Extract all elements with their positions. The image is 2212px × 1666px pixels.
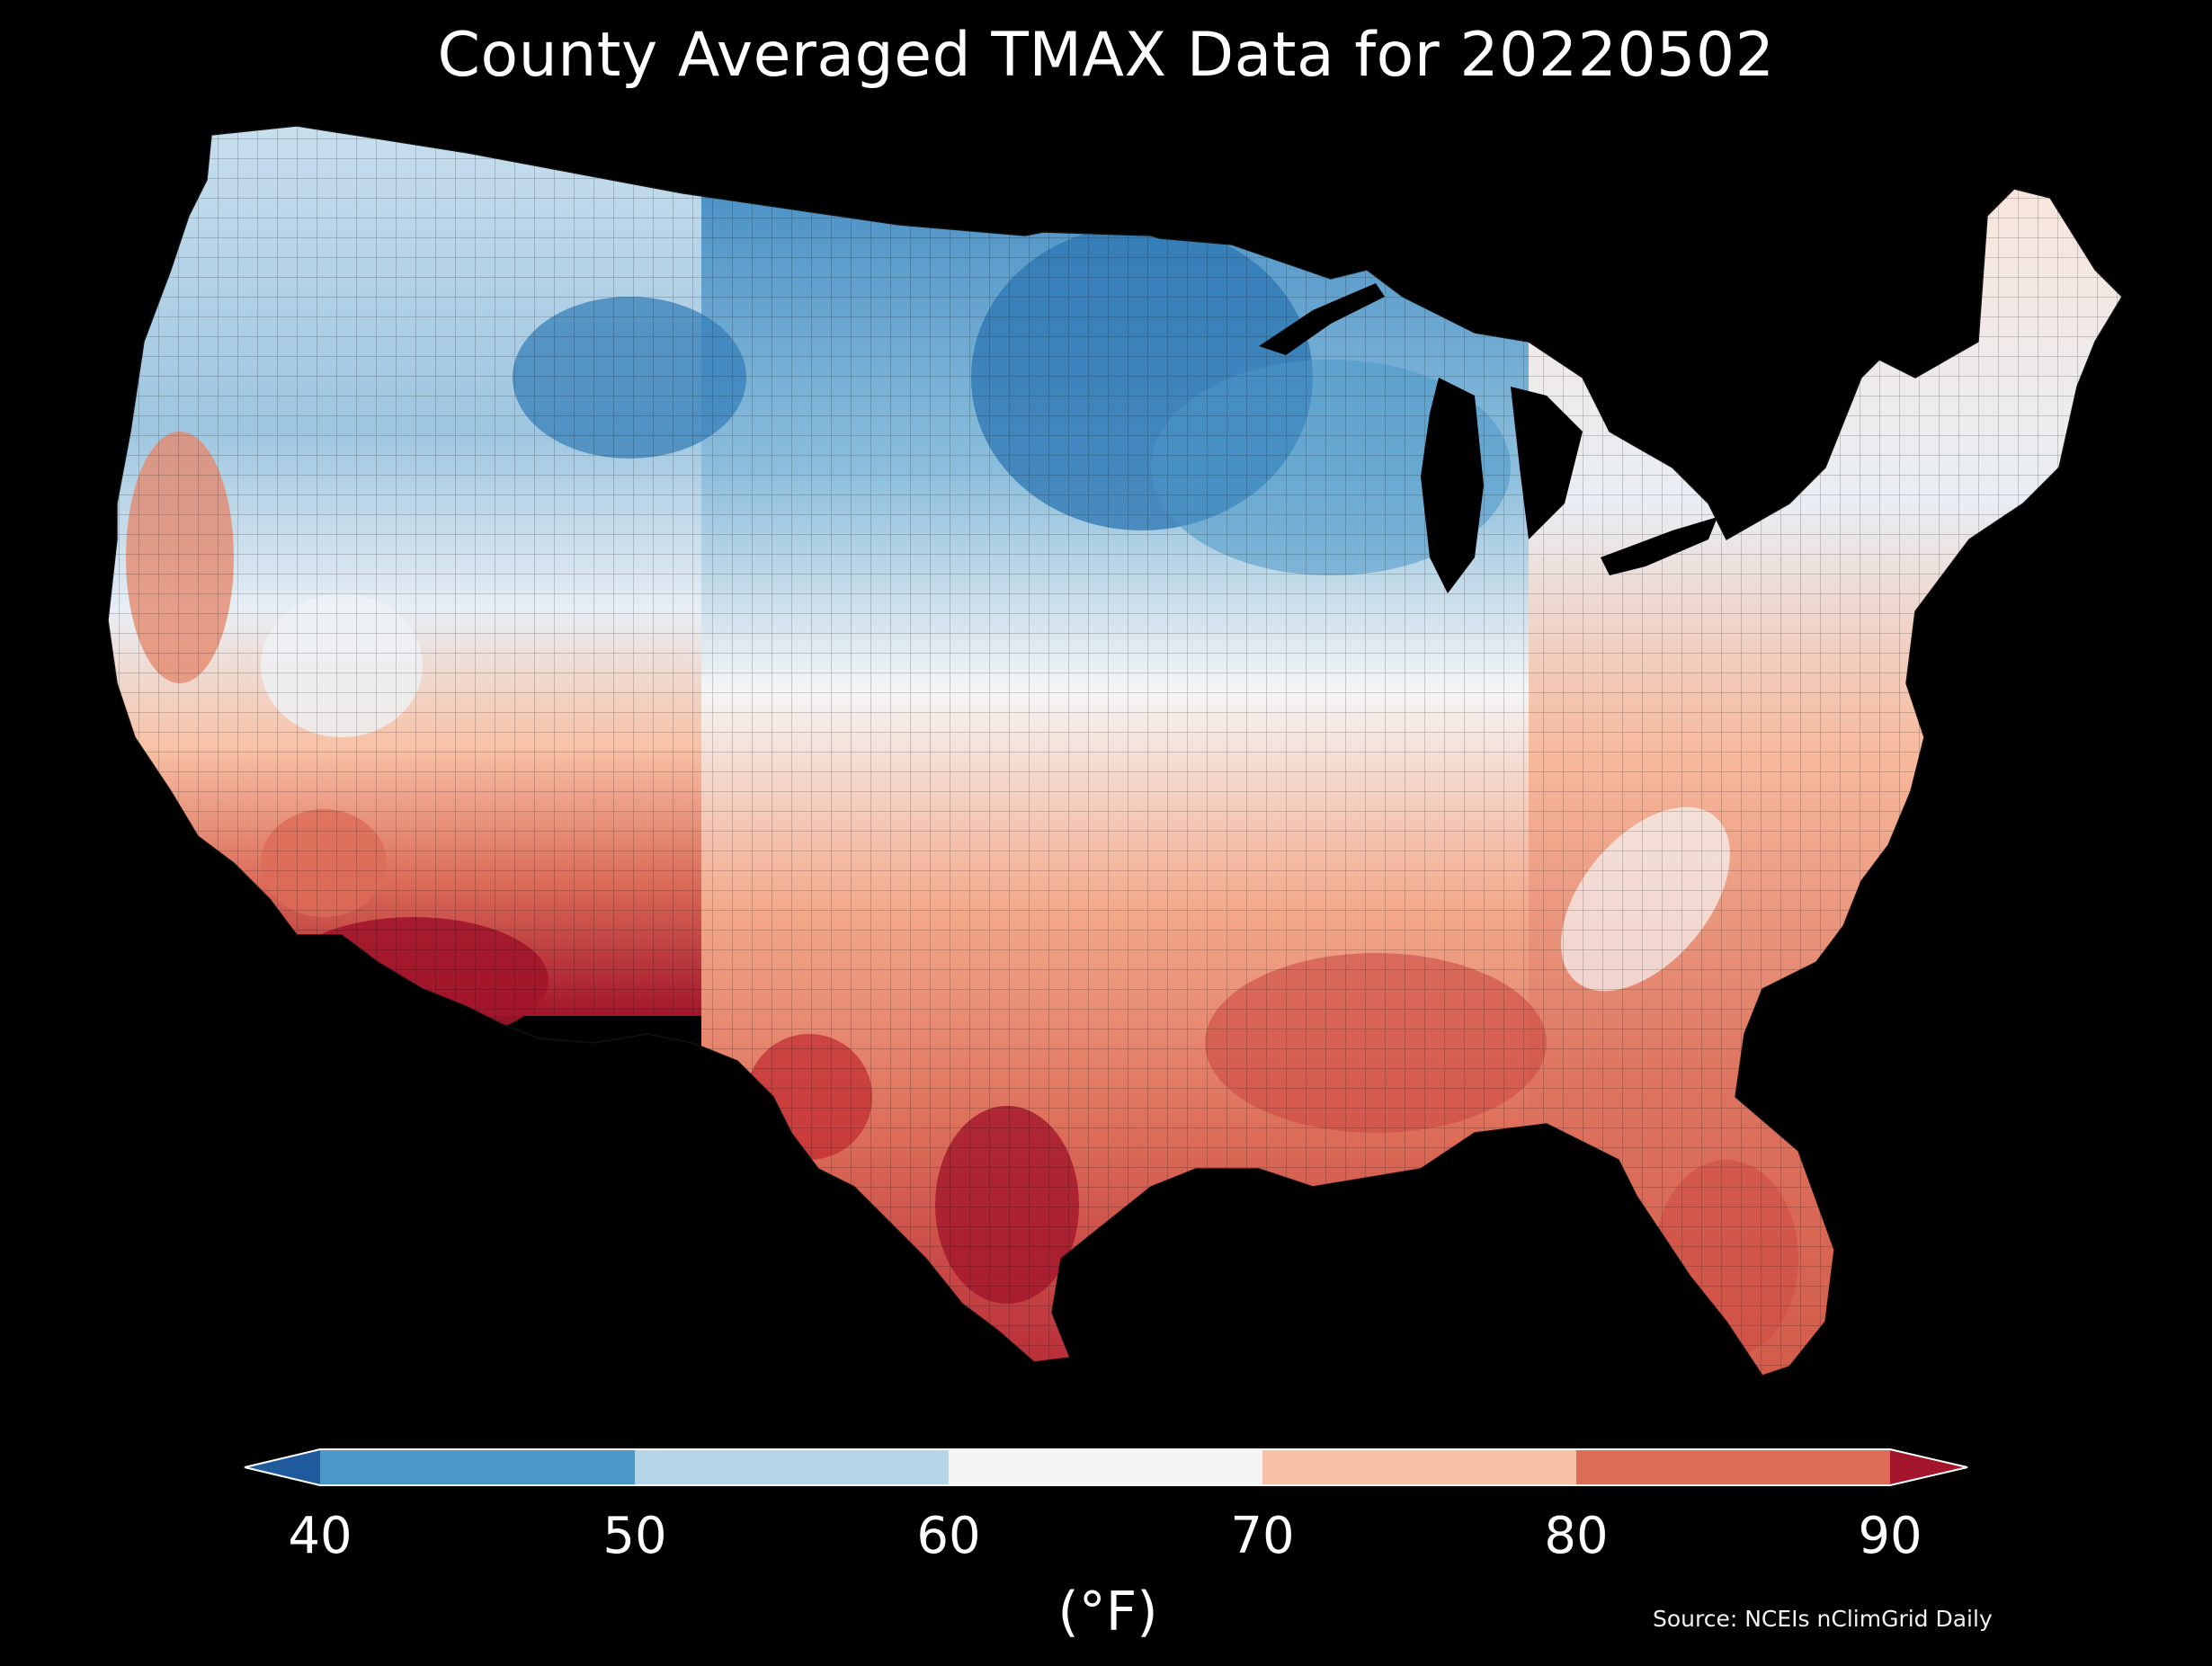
colorbar-tick-label: 90 xyxy=(1858,1507,1922,1565)
colorbar-tick-label: 50 xyxy=(602,1507,667,1565)
colorbar-under-arrow xyxy=(245,1449,320,1485)
colorbar-tick-label: 70 xyxy=(1230,1507,1295,1565)
colorbar-band-80-90 xyxy=(1576,1449,1890,1485)
colorbar-tick-label: 40 xyxy=(288,1507,352,1565)
colorbar-unit-label: (°F) xyxy=(1057,1581,1158,1644)
colorbar-band-60-70 xyxy=(949,1449,1262,1485)
colorbar-over-arrow xyxy=(1890,1449,1967,1485)
colorbar-tick-label: 80 xyxy=(1544,1507,1609,1565)
colorbar-band-70-80 xyxy=(1262,1449,1576,1485)
source-credit: Source: NCEIs nClimGrid Daily xyxy=(1653,1606,1993,1632)
colorbar-band-50-60 xyxy=(635,1449,949,1485)
colorbar-outline xyxy=(244,1448,1968,1486)
map-title: County Averaged TMAX Data for 20220502 xyxy=(437,20,1775,91)
colorbar-tick-label: 60 xyxy=(916,1507,981,1565)
colorbar-band-40-50 xyxy=(320,1449,635,1485)
great-lakes xyxy=(1259,283,1825,593)
